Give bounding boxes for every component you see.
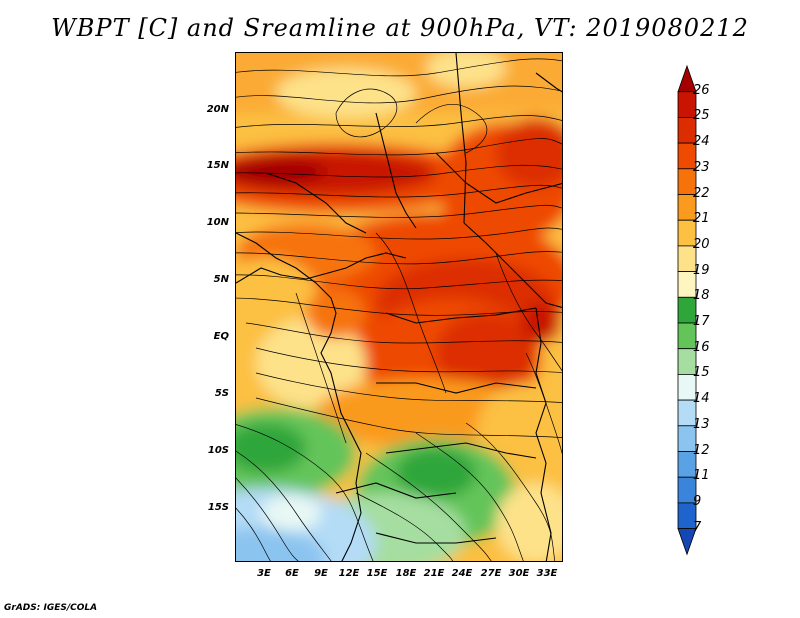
colorbar-label: 20: [693, 236, 710, 252]
colorbar-label: 24: [693, 134, 710, 150]
lon-label: 33E: [536, 568, 558, 579]
lon-label: 27E: [480, 568, 502, 579]
lat-label: 15S: [207, 502, 229, 513]
lat-label: 20N: [206, 104, 229, 115]
lon-label: 15E: [366, 568, 388, 579]
colorbar-label: 9: [693, 493, 702, 509]
colorbar-label: 11: [693, 468, 710, 484]
lat-label: 10S: [207, 445, 229, 456]
lat-label: 10N: [206, 217, 229, 228]
colorbar-label: 19: [693, 262, 710, 278]
lat-label: 5S: [214, 388, 229, 399]
colorbar-label: 15: [693, 365, 710, 381]
colorbar-label: 25: [693, 108, 710, 124]
colorbar-label: 7: [693, 519, 702, 535]
colorbar-swatch: [677, 528, 697, 556]
lat-label: EQ: [213, 331, 229, 342]
plot-title: WBPT [C] and Sreamline at 900hPa, VT: 20…: [51, 14, 749, 42]
colorbar-label: 23: [693, 159, 710, 175]
wbpt-field-map: [236, 53, 562, 561]
lon-label: 24E: [451, 568, 473, 579]
lon-label: 21E: [423, 568, 445, 579]
lon-label: 6E: [285, 568, 299, 579]
colorbar-label: 18: [693, 288, 710, 304]
colorbar-label: 16: [693, 339, 710, 355]
colorbar-label: 13: [693, 416, 710, 432]
map-panel: [235, 52, 563, 562]
colorbar-label: 26: [693, 82, 710, 98]
streamlines: [236, 58, 562, 561]
lat-label: 15N: [206, 160, 229, 171]
lon-label: 3E: [257, 568, 271, 579]
lat-label: 5N: [213, 274, 229, 285]
borders: [236, 53, 562, 561]
lon-label: 9E: [314, 568, 328, 579]
colorbar-label: 22: [693, 185, 710, 201]
lon-label: 12E: [338, 568, 360, 579]
colorbar-label: 12: [693, 442, 710, 458]
grads-credit: GrADS: IGES/COLA: [4, 603, 98, 613]
colorbar-label: 14: [693, 391, 710, 407]
lon-label: 18E: [395, 568, 417, 579]
lon-label: 30E: [508, 568, 530, 579]
colorbar-label: 21: [693, 211, 710, 227]
colorbar-label: 17: [693, 314, 710, 329]
temperature-shading: [236, 53, 562, 561]
colorbar: [677, 64, 697, 556]
